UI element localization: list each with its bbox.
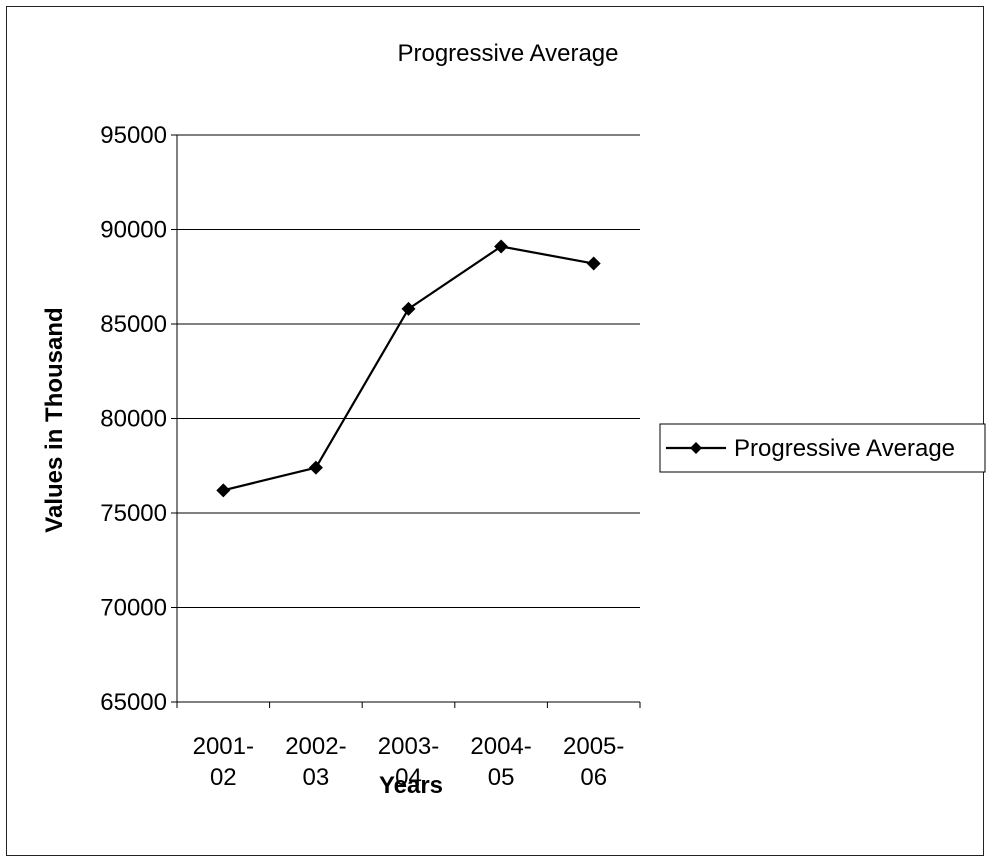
y-tick-label: 80000 — [100, 406, 167, 433]
series-layer — [216, 239, 601, 498]
x-ticks: 2001-02 2002-03 2003-04 2004-05 2005-06 — [176, 702, 641, 791]
chart-title: Progressive Average — [397, 40, 618, 67]
legend: Progressive Average — [659, 423, 986, 473]
x-axis-label: Years — [379, 772, 443, 799]
y-tick-label: 65000 — [100, 689, 167, 716]
y-ticks: 65000 70000 75000 80000 85000 90000 95000 — [100, 122, 177, 716]
x-tick-label: 2005-06 — [563, 733, 624, 791]
data-point-1 — [308, 460, 323, 475]
y-tick-label: 90000 — [100, 217, 167, 244]
y-tick-label: 70000 — [100, 595, 167, 622]
y-tick-label: 95000 — [100, 122, 167, 149]
gridlines — [177, 134, 640, 608]
data-point-4 — [586, 256, 601, 271]
x-tick-label: 2001-02 — [193, 733, 254, 791]
x-tick-label: 2002-03 — [285, 733, 346, 791]
data-point-2 — [401, 301, 416, 316]
series-line — [223, 245, 594, 492]
legend-marker — [690, 442, 702, 454]
y-tick-label: 85000 — [100, 311, 167, 338]
x-tick-label: 2004-05 — [470, 733, 531, 791]
y-tick-label: 75000 — [100, 500, 167, 527]
y-axis-label: Values in Thousand — [41, 307, 68, 532]
x-tick-label: 2003-04 — [378, 733, 439, 791]
data-point-3 — [494, 239, 509, 254]
data-point-0 — [216, 483, 231, 498]
legend-label: Progressive Average — [734, 435, 955, 462]
